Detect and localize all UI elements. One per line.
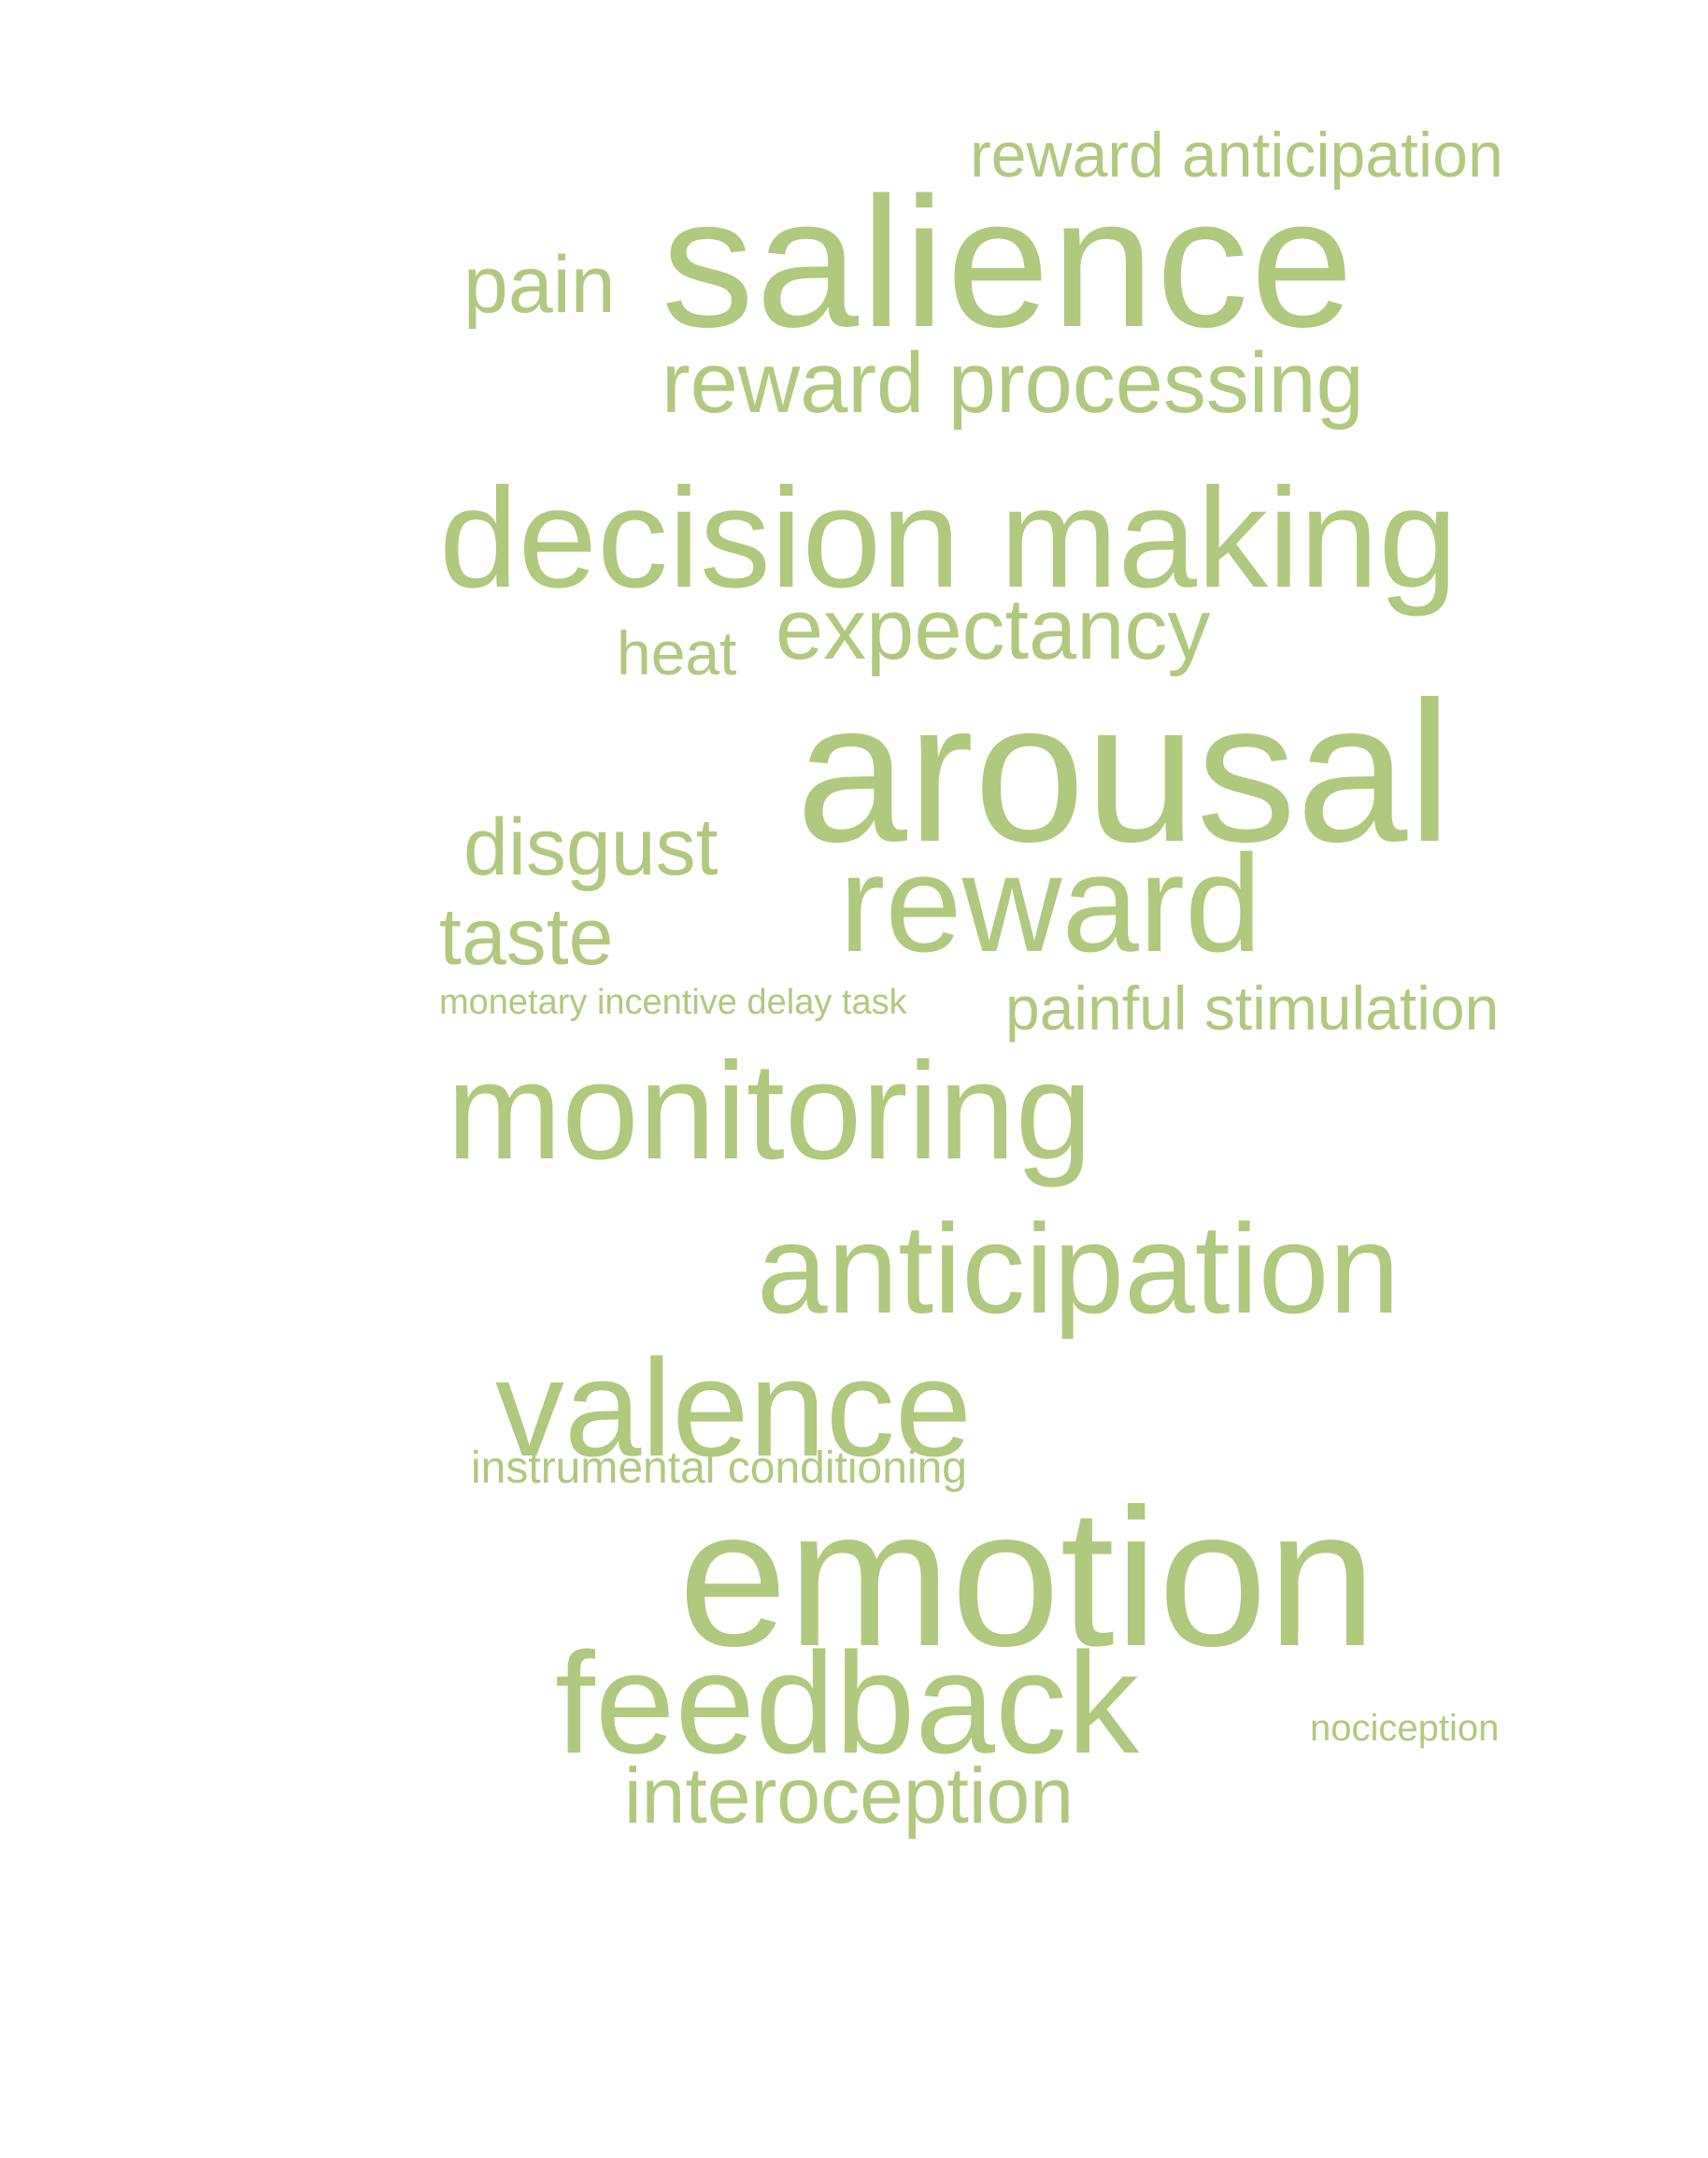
word-salience: salience [662, 159, 1356, 365]
word-painful-stimulation: painful stimulation [1005, 973, 1500, 1043]
word-instrumental-conditioning: instrumental conditioning [471, 1443, 967, 1493]
word-anticipation: anticipation [757, 1198, 1401, 1340]
word-disgust: disgust [463, 802, 719, 892]
word-feedback: feedback [555, 1623, 1140, 1783]
word-monitoring: monitoring [447, 1034, 1093, 1188]
word-reward-anticipation: reward anticipation [970, 120, 1503, 191]
word-heat: heat [617, 618, 737, 688]
word-taste: taste [439, 892, 614, 982]
word-valence: valence [495, 1331, 973, 1485]
word-expectancy: expectancy [776, 582, 1211, 677]
word-interoception: interoception [624, 1752, 1074, 1839]
word-pain: pain [463, 240, 616, 330]
word-reward: reward [839, 827, 1262, 981]
word-arousal: arousal [796, 660, 1452, 884]
word-emotion: emotion [678, 1468, 1377, 1687]
word-nociception: nociception [1310, 1708, 1500, 1749]
word-decision-making: decision making [439, 459, 1458, 618]
word-reward-processing: reward processing [662, 335, 1364, 431]
word-monetary-incentive-delay-task: monetary incentive delay task [439, 983, 907, 1022]
